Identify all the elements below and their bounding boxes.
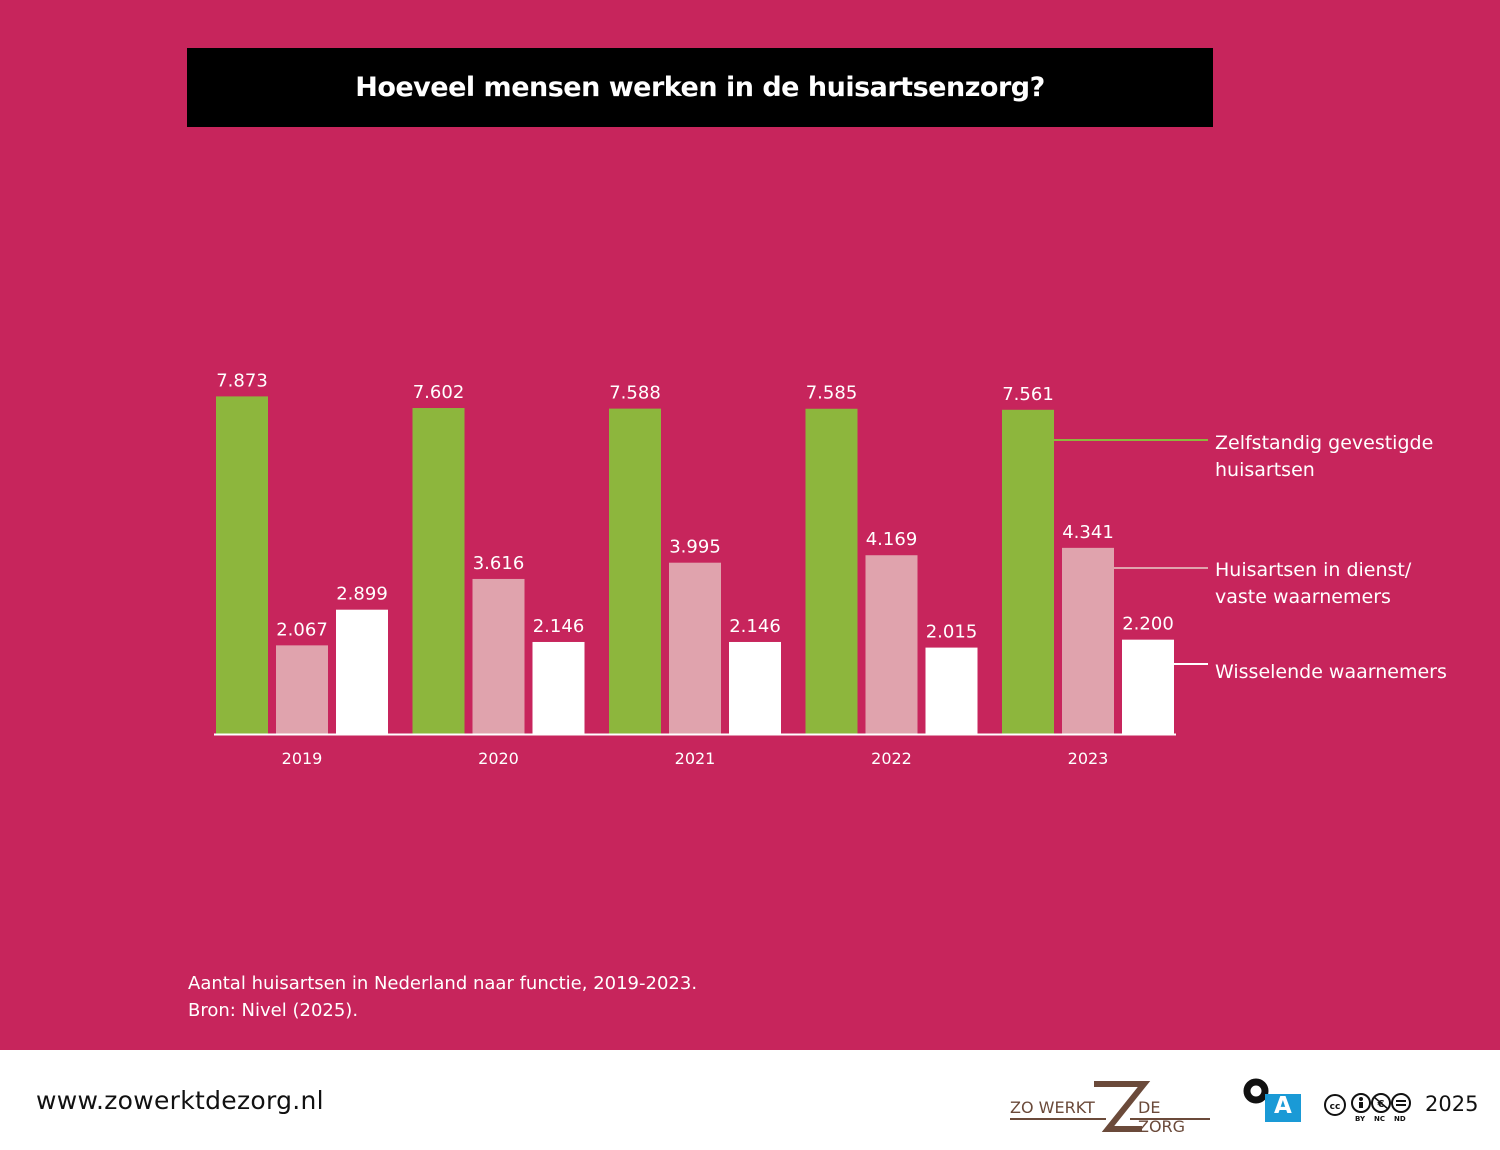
data-label-2019-series-2: 2.899: [336, 584, 388, 605]
x-tick-label-2023: 2023: [1068, 749, 1109, 768]
bar-2019-series-2: [336, 609, 388, 734]
data-label-2021-series-1: 3.995: [669, 537, 721, 558]
x-tick-label-2021: 2021: [675, 749, 716, 768]
logo-text-left: ZO WERKT: [1010, 1098, 1095, 1117]
bar-2021-series-2: [729, 641, 781, 734]
data-label-2020-series-1: 3.616: [473, 553, 525, 574]
bar-2021-series-0: [609, 408, 661, 734]
bar-chart: 7.873 2.067 2.899 2019 7.602 3.616 2.146 2020 7.…: [214, 370, 1447, 768]
data-label-2020-series-0: 7.602: [413, 382, 465, 403]
data-label-2022-series-2: 2.015: [926, 622, 978, 643]
bar-2019-series-1: [276, 645, 328, 734]
bar-2020-series-2: [532, 641, 585, 734]
caption-source: Bron: Nivel (2025).: [188, 1000, 359, 1021]
open-access-letter: A: [1274, 1093, 1292, 1119]
svg-text:€: €: [1377, 1099, 1385, 1110]
bar-2019-series-0: [216, 396, 268, 734]
cc-marks: cc €: [1324, 1093, 1411, 1116]
data-label-2019-series-1: 2.067: [276, 619, 328, 640]
website-link[interactable]: www.zowerktdezorg.nl: [36, 1086, 324, 1115]
bar-2023-series-1: [1062, 547, 1114, 734]
data-label-2019-series-0: 7.873: [216, 370, 268, 391]
creative-commons-icon: cc € BY NC ND: [1323, 1092, 1415, 1126]
bar-2022-series-2: [925, 647, 978, 734]
data-label-2022-series-0: 7.585: [806, 383, 858, 404]
svg-text:cc: cc: [1330, 1102, 1341, 1112]
cc-tag-by: BY: [1355, 1115, 1366, 1123]
copyright-year: 2025: [1425, 1092, 1479, 1116]
data-label-2023-series-1: 4.341: [1062, 522, 1114, 543]
legend-label-2-line-0: Wisselende waarnemers: [1215, 661, 1447, 683]
bar-2023-series-2: [1122, 639, 1174, 734]
cc-tag-nc: NC: [1374, 1115, 1385, 1123]
data-label-2023-series-0: 7.561: [1002, 384, 1054, 405]
bar-2020-series-0: [412, 408, 465, 734]
legend-label-1-line-1: vaste waarnemers: [1215, 586, 1391, 608]
data-label-2022-series-1: 4.169: [866, 529, 918, 550]
bar-2020-series-1: [472, 578, 525, 734]
zo-werkt-de-zorg-logo: ZO WERKT DE ZORG: [1008, 1080, 1212, 1136]
bar-2021-series-1: [669, 562, 721, 734]
legend-label-0-line-0: Zelfstandig gevestigde: [1215, 432, 1433, 454]
chart-title: Hoeveel mensen werken in de huisartsenzo…: [355, 72, 1045, 103]
open-access-mark: [1243, 1078, 1301, 1122]
x-tick-label-2019: 2019: [282, 749, 323, 768]
cc-tag-nd: ND: [1394, 1115, 1406, 1123]
bar-2022-series-0: [805, 408, 858, 734]
legend-label-0-line-1: huisartsen: [1215, 459, 1315, 481]
bar-2022-series-1: [865, 555, 918, 734]
bar-2023-series-0: [1002, 409, 1054, 734]
data-label-2020-series-2: 2.146: [533, 616, 585, 637]
title-bar: Hoeveel mensen werken in de huisartsenzo…: [187, 48, 1213, 127]
caption: Aantal huisartsen in Nederland naar func…: [188, 970, 697, 1024]
logo-text-right: DE ZORG: [1138, 1098, 1186, 1136]
caption-description: Aantal huisartsen in Nederland naar func…: [188, 973, 698, 994]
data-label-2021-series-0: 7.588: [609, 383, 661, 404]
zwdz-mark: [1010, 1081, 1210, 1132]
legend-label-1-line-0: Huisartsen in dienst/: [1215, 559, 1412, 581]
open-access-icon: A: [1243, 1077, 1303, 1125]
data-label-2021-series-2: 2.146: [729, 616, 781, 637]
x-tick-label-2020: 2020: [478, 749, 519, 768]
x-tick-label-2022: 2022: [871, 749, 912, 768]
data-label-2023-series-2: 2.200: [1122, 614, 1174, 635]
